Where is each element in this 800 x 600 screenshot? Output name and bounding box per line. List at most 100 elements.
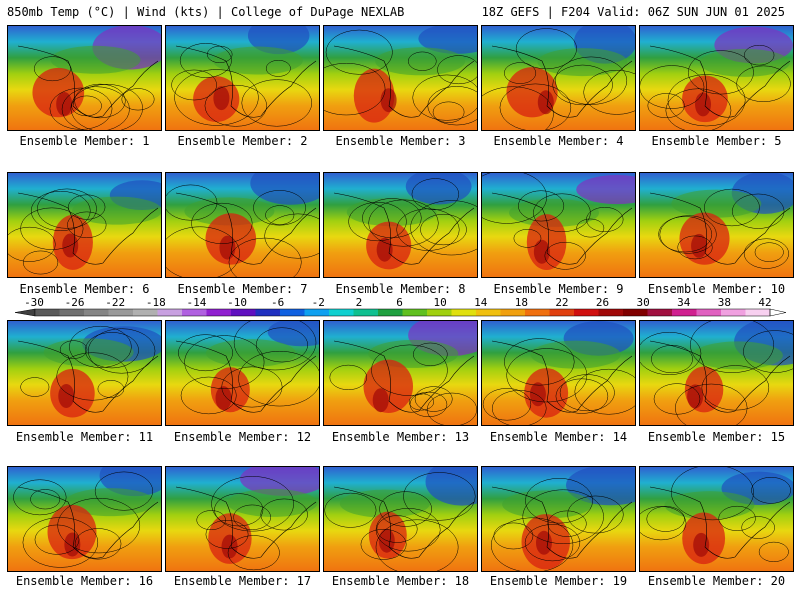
ensemble-member-label: Ensemble Member: 11	[15, 430, 154, 444]
colorbar-tick-label: 22	[555, 296, 568, 309]
colorbar-swatch	[280, 309, 305, 316]
ensemble-member-label: Ensemble Member: 4	[493, 134, 624, 148]
colorbar-swatch	[500, 309, 526, 316]
ensemble-member-label: Ensemble Member: 13	[331, 430, 470, 444]
colorbar-max-arrow	[769, 308, 787, 317]
temperature-map	[640, 467, 793, 571]
colorbar-swatch	[598, 309, 624, 316]
temperature-colorbar: -30 -26 -22 -18 -14 -10 -6 -2 2 6 10 14 18 22 26 30 34 38…	[14, 296, 787, 317]
model-run-info: 18Z GEFS | F204 Valid: 06Z SUN JUN 01 20…	[481, 5, 785, 19]
colorbar-tick-label: 34	[677, 296, 691, 309]
temperature-map	[166, 467, 319, 571]
ensemble-member-label: Ensemble Member: 10	[647, 282, 786, 296]
ensemble-member-label: Ensemble Member: 9	[493, 282, 624, 296]
ensemble-map-panel[interactable]	[481, 172, 636, 278]
ensemble-map-panel[interactable]	[481, 320, 636, 426]
ensemble-member-label: Ensemble Member: 1	[19, 134, 150, 148]
colorbar-tick-label: 38	[718, 296, 731, 309]
colorbar-swatch	[647, 309, 673, 316]
colorbar-tick-label: -14	[187, 296, 207, 309]
ensemble-member-label: Ensemble Member: 2	[177, 134, 308, 148]
colorbar-swatch	[721, 309, 746, 316]
colorbar-swatch	[402, 309, 428, 316]
ensemble-member-label: Ensemble Member: 20	[647, 574, 786, 588]
temperature-map	[640, 321, 793, 425]
ensemble-member-label: Ensemble Member: 16	[15, 574, 154, 588]
colorbar-swatch	[329, 309, 354, 316]
ensemble-map-panel[interactable]	[639, 466, 794, 572]
colorbar-tick-label: 30	[637, 296, 650, 309]
colorbar-tick-label: -18	[146, 296, 166, 309]
colorbar-swatch	[231, 309, 256, 316]
ensemble-member-label: Ensemble Member: 6	[19, 282, 150, 296]
ensemble-map-panel[interactable]	[639, 320, 794, 426]
ensemble-map-panel[interactable]	[323, 25, 478, 131]
colorbar-swatch	[59, 309, 85, 316]
temperature-map	[324, 321, 477, 425]
ensemble-member-label: Ensemble Member: 3	[335, 134, 466, 148]
temperature-map	[640, 26, 793, 130]
temperature-map	[640, 173, 793, 277]
colorbar-swatch	[108, 309, 134, 316]
colorbar-tick-label: 2	[356, 296, 363, 309]
colorbar-tick-label: 6	[396, 296, 403, 309]
temperature-map	[8, 173, 161, 277]
ensemble-map-panel[interactable]	[7, 25, 162, 131]
ensemble-map-panel[interactable]	[639, 25, 794, 131]
ensemble-map-panel[interactable]	[481, 466, 636, 572]
ensemble-member-label: Ensemble Member: 5	[651, 134, 782, 148]
colorbar-swatch	[84, 309, 109, 316]
temperature-map	[166, 173, 319, 277]
ensemble-map-panel[interactable]	[165, 466, 320, 572]
temperature-map	[8, 321, 161, 425]
colorbar-swatch	[304, 309, 330, 316]
temperature-map	[8, 26, 161, 130]
ensemble-member-label: Ensemble Member: 18	[331, 574, 470, 588]
colorbar-tick-label: -30	[24, 296, 44, 309]
ensemble-member-label: Ensemble Member: 19	[489, 574, 628, 588]
colorbar-swatch	[672, 309, 697, 316]
temperature-map	[324, 173, 477, 277]
colorbar-swatch	[353, 309, 379, 316]
ensemble-map-panel[interactable]	[7, 320, 162, 426]
ensemble-map-panel[interactable]	[165, 320, 320, 426]
ensemble-map-panel[interactable]	[7, 172, 162, 278]
colorbar-tick-label: -6	[271, 296, 284, 309]
colorbar-swatch	[525, 309, 550, 316]
ensemble-map-panel[interactable]	[165, 172, 320, 278]
ensemble-map-panel[interactable]	[165, 25, 320, 131]
temperature-map	[482, 173, 635, 277]
ensemble-map-panel[interactable]	[7, 466, 162, 572]
temperature-map	[482, 467, 635, 571]
temperature-map	[482, 26, 635, 130]
colorbar-tick-label: -2	[312, 296, 325, 309]
colorbar-tick-label: 18	[515, 296, 528, 309]
ensemble-map-panel[interactable]	[639, 172, 794, 278]
colorbar-swatch	[574, 309, 599, 316]
colorbar-swatch	[476, 309, 501, 316]
temperature-map	[324, 26, 477, 130]
colorbar-swatch	[206, 309, 232, 316]
ensemble-map-panel[interactable]	[323, 172, 478, 278]
colorbar-tick-label: 42	[758, 296, 771, 309]
map-title: 850mb Temp (°C) | Wind (kts) | College o…	[7, 5, 405, 19]
ensemble-map-panel[interactable]	[323, 466, 478, 572]
colorbar-tick-label: -26	[65, 296, 85, 309]
temperature-map	[166, 26, 319, 130]
ensemble-map-panel[interactable]	[323, 320, 478, 426]
ensemble-map-panel[interactable]	[481, 25, 636, 131]
colorbar-min-arrow	[14, 308, 36, 317]
colorbar-swatch	[745, 309, 771, 316]
colorbar-swatch	[133, 309, 158, 316]
colorbar-swatch	[378, 309, 403, 316]
colorbar-swatch	[35, 309, 60, 316]
ensemble-member-label: Ensemble Member: 7	[177, 282, 308, 296]
colorbar-swatch	[182, 309, 207, 316]
ensemble-member-label: Ensemble Member: 8	[335, 282, 466, 296]
colorbar-swatch	[549, 309, 575, 316]
colorbar-tick-label: -22	[105, 296, 125, 309]
temperature-map	[8, 467, 161, 571]
colorbar-tick-label: -10	[227, 296, 247, 309]
temperature-map	[166, 321, 319, 425]
ensemble-member-label: Ensemble Member: 12	[173, 430, 312, 444]
